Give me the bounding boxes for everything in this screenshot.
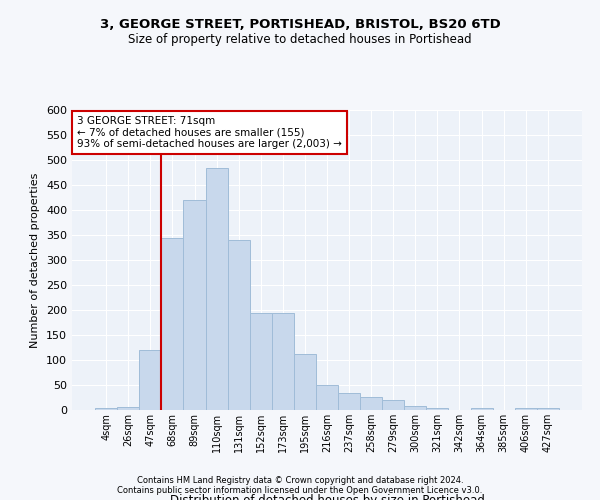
Bar [316, 385, 338, 410]
Bar [338, 392, 360, 410]
Bar [404, 406, 427, 410]
Text: Contains public sector information licensed under the Open Government Licence v3: Contains public sector information licen… [118, 486, 482, 495]
Bar [360, 396, 382, 410]
Bar [515, 408, 537, 410]
Bar [139, 350, 161, 410]
Bar [427, 408, 448, 410]
Bar [272, 312, 294, 410]
Bar [537, 408, 559, 410]
Bar [470, 408, 493, 410]
Text: Contains HM Land Registry data © Crown copyright and database right 2024.: Contains HM Land Registry data © Crown c… [137, 476, 463, 485]
Bar [294, 354, 316, 410]
Text: 3, GEORGE STREET, PORTISHEAD, BRISTOL, BS20 6TD: 3, GEORGE STREET, PORTISHEAD, BRISTOL, B… [100, 18, 500, 30]
Bar [117, 406, 139, 410]
Text: 3 GEORGE STREET: 71sqm
← 7% of detached houses are smaller (155)
93% of semi-det: 3 GEORGE STREET: 71sqm ← 7% of detached … [77, 116, 342, 149]
X-axis label: Distribution of detached houses by size in Portishead: Distribution of detached houses by size … [170, 494, 484, 500]
Bar [95, 408, 117, 410]
Bar [227, 240, 250, 410]
Text: Size of property relative to detached houses in Portishead: Size of property relative to detached ho… [128, 32, 472, 46]
Bar [206, 168, 227, 410]
Bar [250, 312, 272, 410]
Bar [161, 238, 184, 410]
Bar [184, 200, 206, 410]
Y-axis label: Number of detached properties: Number of detached properties [31, 172, 40, 348]
Bar [382, 400, 404, 410]
